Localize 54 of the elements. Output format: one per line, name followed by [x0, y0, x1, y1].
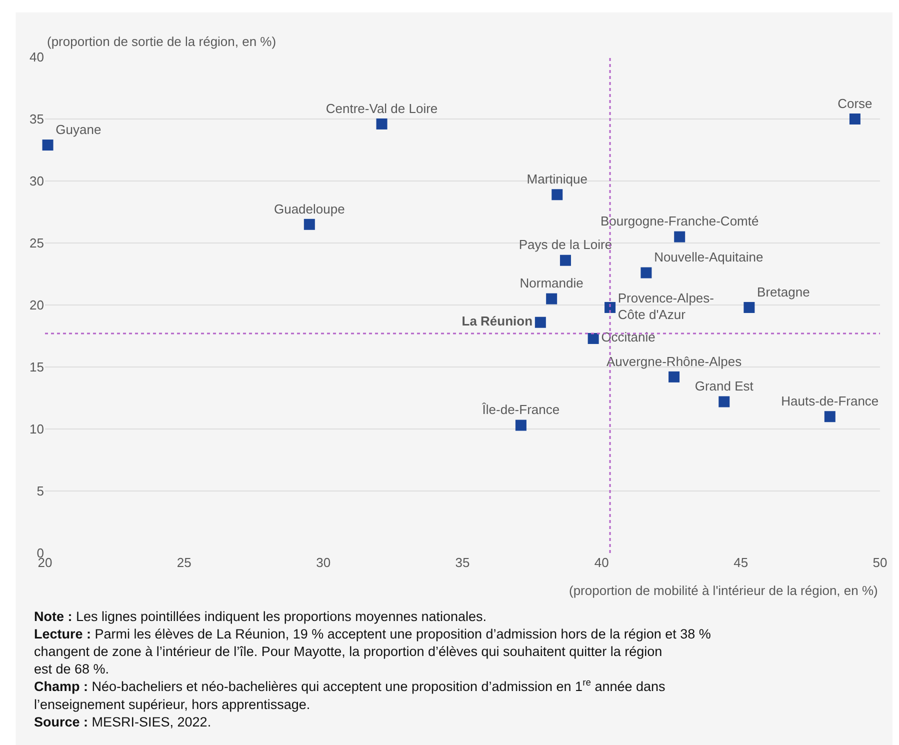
- x-tick-label: 25: [176, 555, 192, 570]
- point: [376, 118, 388, 130]
- text: Lecture : Parmi les élèves de La Réunion, 19 % acceptent une proposition d’admission hors de la région et 38 % changent de zone à l’intérieur de l’île. Pour Mayotte, la proportion d’élèves qui souhaitent quitter la région est de 68 %.: [34, 626, 711, 677]
- point: [604, 302, 616, 313]
- series-label: Nouvelle-Aquitaine: [654, 250, 764, 265]
- series-label: Île-de-France: [481, 402, 560, 418]
- point: [718, 396, 730, 408]
- point: [668, 371, 680, 382]
- point: [552, 189, 563, 200]
- x-tick-label: 50: [872, 555, 888, 570]
- x-tick-label: 35: [455, 555, 470, 570]
- x-tick-label: 40: [594, 555, 609, 570]
- y-axis-title: (proportion de sortie de la région, en %): [47, 34, 276, 49]
- y-tick-label: 15: [30, 360, 44, 375]
- point: [534, 316, 546, 328]
- series-label: Grand Est: [694, 378, 754, 394]
- y-tick-label: 20: [30, 298, 44, 313]
- series-label: Hauts-de-France: [781, 393, 879, 408]
- point: [588, 332, 599, 344]
- point: [824, 411, 836, 422]
- series-label: Bretagne: [757, 284, 810, 300]
- point: [560, 254, 571, 266]
- series-label: Pays de la Loire: [518, 237, 612, 252]
- point: [674, 231, 686, 242]
- y-tick-label: 35: [30, 112, 44, 127]
- point: [849, 114, 860, 124]
- source-note: Source : MESRI-SIES, 2022.: [34, 714, 212, 730]
- point: [42, 140, 54, 151]
- series-label: Occitanie: [601, 330, 656, 345]
- point: [515, 420, 526, 431]
- series-label: Auvergne-Rhône-Alpes: [606, 354, 742, 369]
- point: [640, 267, 652, 278]
- y-tick-label: 25: [30, 236, 44, 251]
- y-tick-label: 10: [30, 422, 44, 437]
- x-tick-label: 30: [316, 555, 331, 570]
- point: [744, 302, 755, 313]
- series-label: Bourgogne-Franche-Comté: [600, 214, 759, 229]
- x-tick-label: 45: [734, 555, 748, 570]
- point: [546, 293, 558, 304]
- series-label: Martinique: [526, 172, 588, 187]
- series-label: Guyane: [56, 122, 102, 137]
- text: Note : Les lignes pointillées indiquent les proportions moyennes nationales.: [34, 609, 487, 624]
- series-label: Centre-Val de Loire: [326, 100, 438, 116]
- x-axis-title: (proportion de mobilité à l'intérieur de la région, en %): [569, 583, 878, 598]
- series-label: Corse: [838, 96, 872, 111]
- series-label: Normandie: [520, 276, 584, 291]
- y-tick-label: 40: [30, 50, 44, 65]
- series-label: Guadeloupe: [274, 201, 345, 216]
- text: Champ : Néo-bacheliers et néo-bachelières qui acceptent une proposition d’admission en 1$^{re}$ année dans l’enseignement supérieur, hors apprentissage.: [34, 678, 666, 712]
- y-tick-label: 5: [36, 484, 44, 499]
- point: [304, 218, 315, 230]
- y-tick-label: 30: [30, 174, 44, 189]
- series-label: La Réunion: [462, 314, 533, 329]
- series-label: Provence-Alpes-Côte d'Azur: [618, 290, 714, 322]
